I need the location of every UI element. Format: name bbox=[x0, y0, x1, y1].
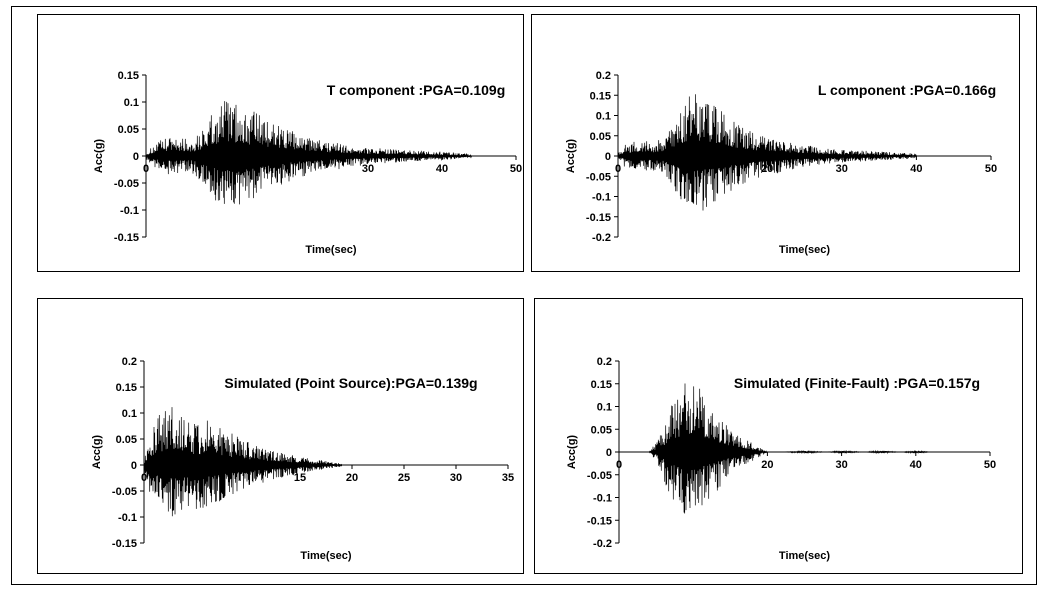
x-tick-label: 0 bbox=[616, 459, 622, 471]
x-tick-label: 40 bbox=[910, 163, 922, 175]
chart-svg: 0.2 0.15 0.1 0.05 0 -0.05 -0.1 -0.15 0 15 20 25 30 35… bbox=[91, 356, 514, 562]
y-tick-label: -0.15 bbox=[586, 212, 611, 224]
figure-frame: 0.15 0.1 0.05 0 -0.05 -0.1 -0.15 0 30 40 50 Time(se… bbox=[11, 6, 1037, 585]
chart-title: T component :PGA=0.109g bbox=[327, 82, 506, 98]
y-tick-label: -0.1 bbox=[120, 205, 139, 217]
y-tick-label: 0.1 bbox=[597, 402, 612, 414]
x-tick-label: 50 bbox=[985, 163, 997, 175]
y-tick-label: -0.1 bbox=[593, 493, 612, 505]
chart-svg: 0.15 0.1 0.05 0 -0.05 -0.1 -0.15 0 30 40 50 Time(se… bbox=[93, 70, 522, 256]
chart-title: Simulated (Point Source):PGA=0.139g bbox=[224, 375, 477, 391]
x-tick-label: 0 bbox=[143, 163, 149, 175]
y-tick-label: 0.15 bbox=[116, 382, 137, 394]
chart-svg: 0.2 0.15 0.1 0.05 0 -0.05 -0.1 -0.15 -0.2 0 20 30 40… bbox=[565, 70, 997, 256]
y-tick-label: -0.05 bbox=[586, 171, 611, 183]
y-tick-label: 0.2 bbox=[596, 70, 611, 82]
x-tick-label: 30 bbox=[835, 459, 847, 471]
y-tick-label: -0.05 bbox=[587, 470, 612, 482]
x-axis-title: Time(sec) bbox=[779, 550, 830, 562]
chart-panel-simulated-finite-fault: 0.2 0.15 0.1 0.05 0 -0.05 -0.1 -0.15 -0.2 0 20 30 40… bbox=[534, 298, 1023, 574]
y-tick-label: -0.05 bbox=[112, 486, 137, 498]
x-tick-label: 50 bbox=[510, 163, 522, 175]
y-axis-title: Acc(g) bbox=[93, 139, 105, 174]
y-tick-label: -0.15 bbox=[587, 515, 612, 527]
chart-panel-l-component: 0.2 0.15 0.1 0.05 0 -0.05 -0.1 -0.15 -0.2 0 20 30 40… bbox=[531, 14, 1020, 272]
x-axis-title: Time(sec) bbox=[779, 244, 830, 256]
x-tick-label: 30 bbox=[836, 163, 848, 175]
y-tick-label: 0.05 bbox=[590, 131, 611, 143]
y-axis-title: Acc(g) bbox=[565, 139, 577, 174]
chart-svg: 0.2 0.15 0.1 0.05 0 -0.05 -0.1 -0.15 -0.2 0 20 30 40… bbox=[566, 356, 996, 562]
y-tick-label: -0.1 bbox=[118, 512, 137, 524]
x-tick-label: 15 bbox=[294, 472, 306, 484]
y-tick-label: 0 bbox=[606, 447, 612, 459]
y-tick-label: 0.05 bbox=[116, 434, 137, 446]
y-tick-label: -0.15 bbox=[114, 232, 139, 244]
y-tick-label: 0.1 bbox=[122, 408, 137, 420]
y-tick-label: 0.15 bbox=[590, 90, 611, 102]
y-tick-label: 0.1 bbox=[124, 97, 139, 109]
y-tick-label: 0 bbox=[605, 151, 611, 163]
x-tick-label: 40 bbox=[910, 459, 922, 471]
acceleration-series-line bbox=[145, 101, 472, 205]
y-tick-label: -0.15 bbox=[112, 538, 137, 550]
chart-panel-simulated-point-source: 0.2 0.15 0.1 0.05 0 -0.05 -0.1 -0.15 0 15 20 25 30 35… bbox=[37, 298, 524, 574]
y-tick-label: 0.15 bbox=[118, 70, 139, 82]
y-tick-label: 0.15 bbox=[591, 379, 612, 391]
chart-title: Simulated (Finite-Fault) :PGA=0.157g bbox=[734, 375, 980, 391]
acceleration-series-line bbox=[619, 383, 990, 514]
x-tick-label: 40 bbox=[436, 163, 448, 175]
y-tick-label: 0.2 bbox=[597, 356, 612, 368]
y-tick-label: -0.2 bbox=[592, 232, 611, 244]
y-tick-label: 0.05 bbox=[118, 124, 139, 136]
x-tick-label: 35 bbox=[502, 472, 514, 484]
chart-panel-t-component: 0.15 0.1 0.05 0 -0.05 -0.1 -0.15 0 30 40 50 Time(se… bbox=[37, 14, 524, 272]
x-tick-label: 25 bbox=[398, 472, 410, 484]
x-tick-label: 50 bbox=[984, 459, 996, 471]
x-tick-label: 0 bbox=[615, 163, 621, 175]
y-tick-label: -0.05 bbox=[114, 178, 139, 190]
x-tick-label: 20 bbox=[761, 163, 773, 175]
y-tick-label: 0.2 bbox=[122, 356, 137, 368]
acceleration-series-line bbox=[617, 94, 917, 211]
y-tick-label: -0.2 bbox=[593, 538, 612, 550]
x-tick-label: 20 bbox=[761, 459, 773, 471]
y-tick-label: 0 bbox=[131, 460, 137, 472]
y-tick-label: 0.1 bbox=[596, 111, 611, 123]
acceleration-series-line bbox=[143, 407, 342, 517]
y-tick-label: -0.1 bbox=[592, 192, 611, 204]
x-tick-label: 20 bbox=[346, 472, 358, 484]
x-tick-label: 30 bbox=[362, 163, 374, 175]
y-tick-label: 0.05 bbox=[591, 424, 612, 436]
x-tick-label: 30 bbox=[450, 472, 462, 484]
chart-title: L component :PGA=0.166g bbox=[818, 82, 996, 98]
y-axis-title: Acc(g) bbox=[91, 435, 103, 470]
y-axis-title: Acc(g) bbox=[566, 435, 578, 470]
x-tick-label: 0 bbox=[141, 472, 147, 484]
x-axis-title: Time(sec) bbox=[300, 550, 351, 562]
x-axis-title: Time(sec) bbox=[305, 244, 356, 256]
y-tick-label: 0 bbox=[133, 151, 139, 163]
